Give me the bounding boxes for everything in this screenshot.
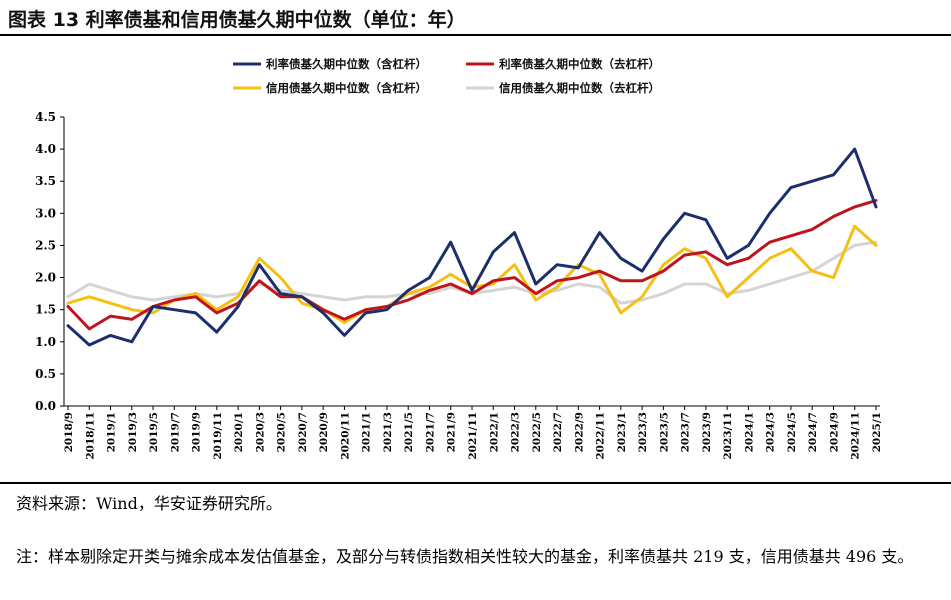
x-tick-label: 2022/3 <box>510 412 522 452</box>
x-tick-label: 2024/3 <box>765 412 777 452</box>
x-tick-label: 2023/7 <box>680 412 692 452</box>
x-tick-label: 2019/1 <box>106 412 118 452</box>
y-tick-label: 3.5 <box>35 174 56 188</box>
duration-line-chart: 利率债基久期中位数（含杠杆） 利率债基久期中位数（去杠杆） 信用债基久期中位数（含杠… <box>35 57 883 460</box>
x-tick-label: 2023/3 <box>637 412 649 452</box>
y-tick-label: 2.5 <box>35 238 56 252</box>
x-tick-label: 2020/7 <box>297 412 309 452</box>
x-tick-label: 2018/9 <box>63 412 75 452</box>
x-tick-label: 2021/1 <box>361 412 373 452</box>
legend-label: 信用债基久期中位数（去杠杆） <box>499 81 660 95</box>
x-tick-label: 2021/11 <box>467 412 479 460</box>
x-tick-label: 2023/5 <box>658 412 670 452</box>
x-tick-label: 2021/7 <box>424 412 436 452</box>
x-tick-label: 2022/1 <box>488 412 500 452</box>
x-tick-label: 2024/9 <box>828 412 840 452</box>
x-tick-label: 2019/3 <box>127 412 139 452</box>
x-tick-label: 2020/11 <box>339 412 351 460</box>
x-tick-label: 2023/1 <box>616 412 628 452</box>
y-tick-label: 4.0 <box>35 142 56 156</box>
bottom-rule <box>0 482 951 484</box>
title-rule <box>0 34 951 36</box>
legend-label: 利率债基久期中位数（含杠杆） <box>265 57 427 71</box>
x-tick-label: 2022/7 <box>552 412 564 452</box>
x-tick-label: 2018/11 <box>84 412 96 460</box>
x-tick-label: 2022/11 <box>595 412 607 460</box>
y-tick-label: 3.0 <box>35 206 56 220</box>
x-tick-label: 2024/11 <box>850 412 862 460</box>
x-tick-label: 2024/1 <box>743 412 755 452</box>
y-tick-label: 1.5 <box>35 303 56 317</box>
x-tick-label: 2021/3 <box>382 412 394 452</box>
footnote: 注：样本剔除定开类与摊余成本发估值基金，及部分与转债指数相关性较大的基金，利率债… <box>16 547 914 566</box>
y-tick-label: 2.0 <box>35 271 56 285</box>
x-tick-label: 2020/9 <box>318 412 330 452</box>
x-tick-label: 2022/5 <box>531 412 543 452</box>
x-tick-label: 2019/9 <box>191 412 203 452</box>
y-tick-label: 4.5 <box>35 110 56 124</box>
x-tick-label: 2023/11 <box>722 412 734 460</box>
x-tick-label: 2024/5 <box>786 412 798 452</box>
x-tick-label: 2020/1 <box>233 412 245 452</box>
x-tick-label: 2020/5 <box>276 412 288 452</box>
legend-label: 信用债基久期中位数（含杠杆） <box>266 81 427 95</box>
x-tick-label: 2020/3 <box>254 412 266 452</box>
x-tick-label: 2025/1 <box>871 412 883 452</box>
x-tick-label: 2019/5 <box>148 412 160 452</box>
y-tick-label: 1.0 <box>35 335 56 349</box>
x-tick-label: 2021/9 <box>446 412 458 452</box>
x-tick-label: 2021/5 <box>403 412 415 452</box>
figure-title: 图表 13 利率债基和信用债基久期中位数（单位：年） <box>8 9 466 31</box>
series-line <box>66 199 878 331</box>
y-tick-label: 0.5 <box>35 367 56 381</box>
x-tick-label: 2024/7 <box>807 412 819 452</box>
series-line <box>66 147 878 347</box>
x-tick-label: 2023/9 <box>701 412 713 452</box>
x-tick-label: 2019/11 <box>212 412 224 460</box>
x-tick-label: 2019/7 <box>169 412 181 452</box>
series-line <box>66 224 878 324</box>
source-note: 资料来源：Wind，华安证券研究所。 <box>16 494 282 513</box>
figure-header: 图表 13 利率债基和信用债基久期中位数（单位：年） <box>0 0 951 36</box>
legend-label: 利率债基久期中位数（去杠杆） <box>498 57 660 71</box>
y-tick-label: 0.0 <box>35 399 56 413</box>
x-tick-label: 2022/9 <box>573 412 585 452</box>
